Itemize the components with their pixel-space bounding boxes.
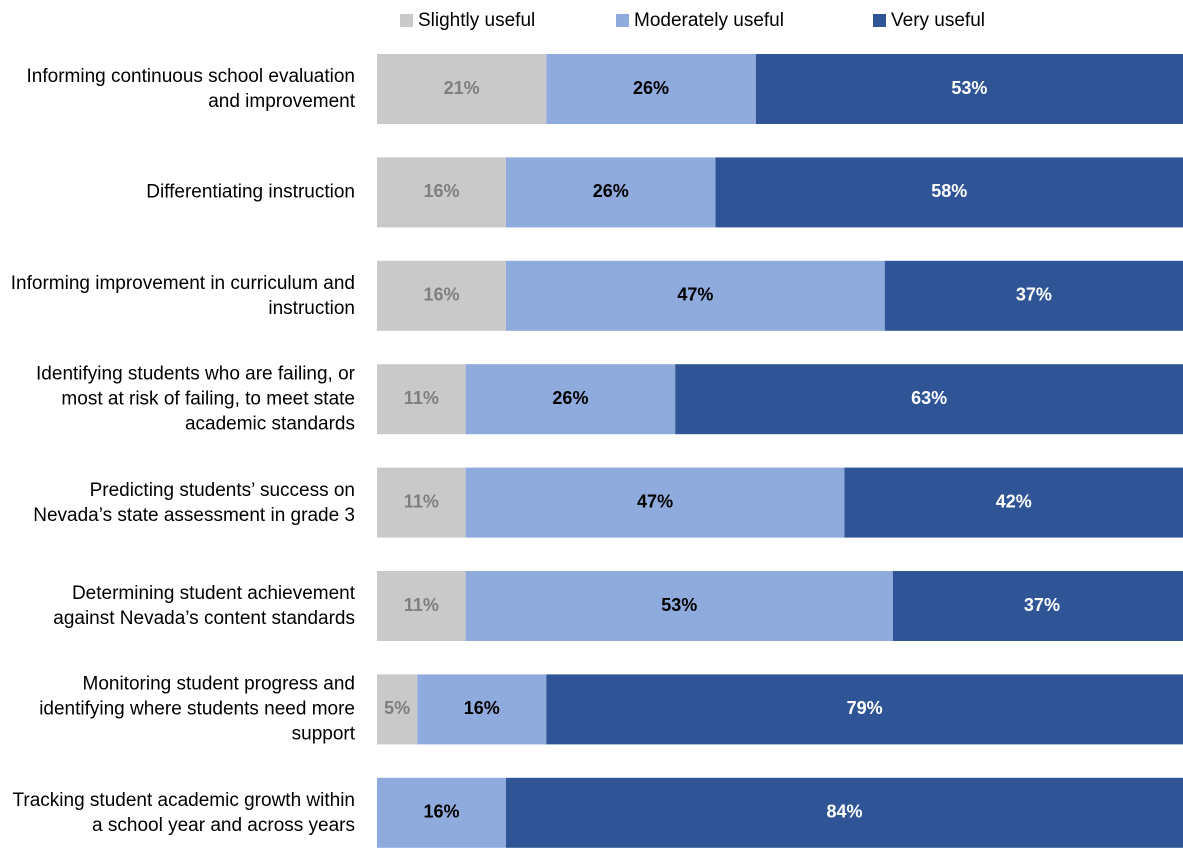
legend-swatch — [616, 14, 629, 27]
legend-swatch — [873, 14, 886, 27]
bar-segment — [417, 674, 547, 745]
data-label: 58% — [931, 181, 967, 201]
category-label: Predicting students’ success on Nevada’s… — [33, 479, 355, 526]
legend-swatch — [400, 14, 413, 27]
category-label: Monitoring student progress and identify… — [39, 673, 355, 745]
category-label: Determining student achievement against … — [53, 583, 355, 629]
bar-segment — [377, 54, 547, 124]
legend-label: Moderately useful — [634, 10, 784, 31]
legend-label: Very useful — [891, 10, 985, 31]
data-label: 63% — [911, 388, 947, 408]
category-label: Informing improvement in curriculum and … — [10, 272, 355, 319]
data-label: 16% — [464, 698, 500, 718]
bar-segment — [465, 364, 676, 435]
bar-segment — [755, 54, 1183, 124]
bar-segment — [377, 260, 506, 331]
bar-segment — [844, 467, 1183, 538]
data-label: 21% — [444, 78, 480, 98]
bar-segment — [715, 157, 1183, 228]
data-label: 5% — [384, 698, 410, 718]
data-label: 16% — [423, 802, 459, 822]
bar-segment — [465, 571, 893, 641]
data-label: 47% — [677, 285, 713, 305]
data-label: 11% — [404, 595, 439, 615]
data-label: 16% — [423, 285, 459, 305]
bar-segment — [377, 157, 506, 228]
bar-segment — [546, 54, 756, 124]
data-label: 26% — [633, 78, 669, 98]
data-label: 26% — [552, 388, 588, 408]
bar-segment — [377, 364, 466, 435]
data-label: 84% — [826, 802, 862, 822]
legend-label: Slightly useful — [418, 10, 535, 31]
bar-segment — [505, 777, 1183, 848]
bar-segment — [884, 260, 1183, 331]
bar-segment — [377, 571, 466, 641]
bar-segment — [892, 571, 1183, 641]
bar-segment — [675, 364, 1183, 435]
data-label: 26% — [593, 181, 629, 201]
data-label: 53% — [951, 78, 987, 98]
data-label: 16% — [423, 181, 459, 201]
bar-segment — [505, 260, 885, 331]
data-label: 47% — [637, 491, 673, 511]
bar-segment — [377, 777, 506, 848]
data-label: 37% — [1016, 285, 1052, 305]
bar-segment — [505, 157, 716, 228]
data-label: 37% — [1024, 595, 1060, 615]
category-label: Differentiating instruction — [146, 181, 355, 203]
bar-segment — [546, 674, 1183, 745]
category-label: Tracking student academic growth within … — [12, 789, 355, 836]
category-label: Informing continuous school evaluation a… — [26, 66, 355, 112]
category-label: Identifying students who are failing, or… — [36, 363, 355, 435]
bar-segment — [377, 674, 418, 745]
data-label: 11% — [404, 388, 439, 408]
data-label: 42% — [996, 491, 1032, 511]
bar-segment — [465, 467, 845, 538]
data-label: 79% — [847, 698, 883, 718]
bar-segment — [377, 467, 466, 538]
data-label: 11% — [404, 491, 439, 511]
data-label: 53% — [661, 595, 697, 615]
